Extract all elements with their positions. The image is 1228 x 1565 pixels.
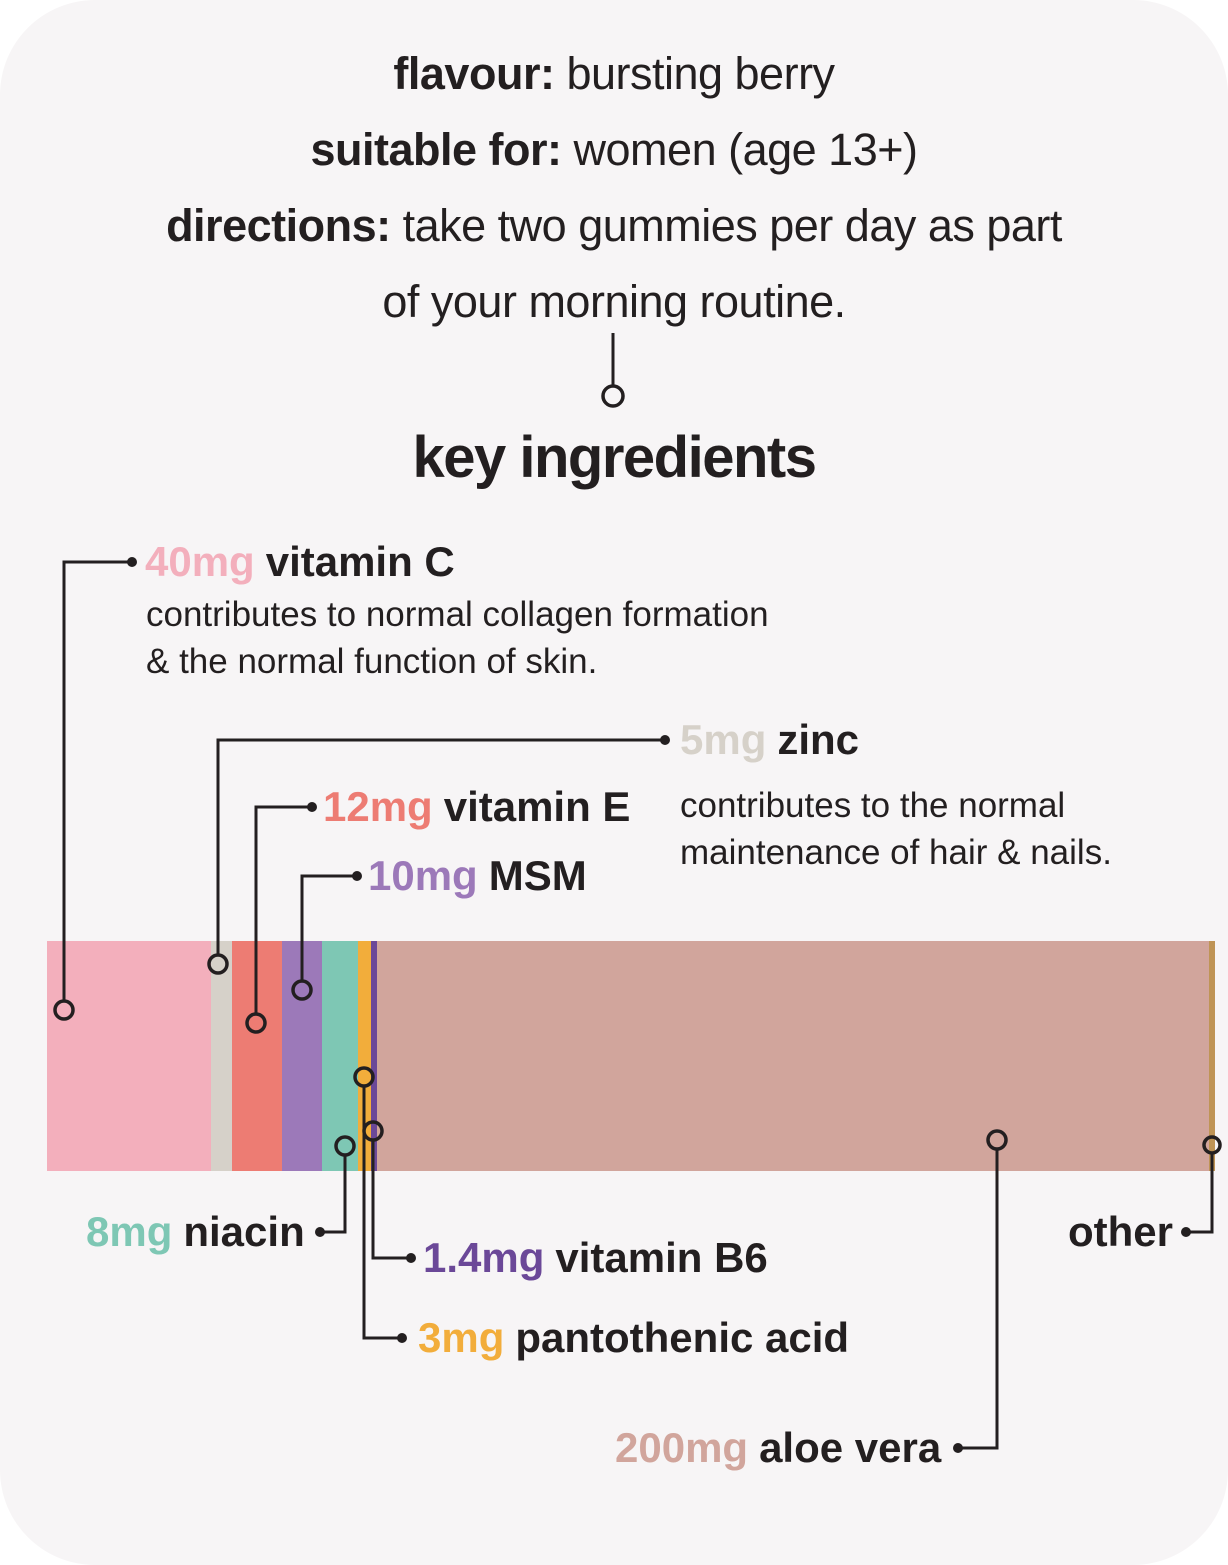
info-value-directions-2: of your morning routine. <box>382 276 846 327</box>
pantothenic-acid-connector <box>353 1066 407 1343</box>
desc-vitamin-c-line2: & the normal function of skin. <box>146 642 598 681</box>
bar-segment-pantothenic-acid <box>358 941 371 1171</box>
msm-connector <box>291 871 362 1001</box>
info-label-directions: directions: <box>166 200 391 251</box>
desc-vitamin-c-line1: contributes to normal collagen formation <box>146 595 769 634</box>
name-vitamin-c: vitamin C <box>265 538 455 585</box>
amount-zinc: 5mg <box>680 716 767 763</box>
callout-vitamin-c: 40mg vitamin C <box>145 541 455 583</box>
amount-niacin: 8mg <box>86 1208 173 1255</box>
vitamin-c-connector <box>53 557 137 1021</box>
name-vitamin-b6: vitamin B6 <box>555 1234 768 1281</box>
amount-vitamin-e: 12mg <box>323 783 433 830</box>
info-line-directions-2: of your morning routine. <box>0 264 1228 340</box>
name-msm: MSM <box>488 852 587 899</box>
ingredients-stacked-bar <box>47 941 1215 1171</box>
heading-pointer-line <box>601 333 625 408</box>
bar-segment-vitamin-b6 <box>371 941 377 1171</box>
amount-vitamin-c: 40mg <box>145 538 255 585</box>
callout-msm: 10mg MSM <box>368 855 587 897</box>
callout-vitamin-e: 12mg vitamin E <box>323 786 630 828</box>
name-other: other <box>1068 1208 1173 1255</box>
bar-segment-other <box>1209 941 1215 1171</box>
callout-pantothenic-acid: 3mg pantothenic acid <box>418 1317 849 1359</box>
name-pantothenic-acid: pantothenic acid <box>515 1314 850 1361</box>
desc-zinc-line1: contributes to the normal <box>680 786 1066 825</box>
name-zinc: zinc <box>777 716 860 763</box>
callout-other: other <box>1068 1211 1173 1253</box>
bar-segment-niacin <box>322 941 358 1171</box>
info-label-suitable-for: suitable for: <box>310 124 563 175</box>
other-connector <box>1181 1135 1222 1237</box>
vitamin-e-connector <box>245 802 317 1034</box>
desc-vitamin-c: contributes to normal collagen formation… <box>146 591 769 685</box>
name-niacin: niacin <box>183 1208 305 1255</box>
name-vitamin-e: vitamin E <box>443 783 631 830</box>
section-title: key ingredients <box>412 425 817 490</box>
info-line-directions: directions: take two gummies per day as … <box>0 188 1228 264</box>
zinc-connector <box>207 735 670 975</box>
info-value-flavour: bursting berry <box>554 48 835 99</box>
callout-aloe-vera: 200mg aloe vera <box>615 1427 941 1469</box>
niacin-connector <box>315 1135 356 1237</box>
amount-pantothenic-acid: 3mg <box>418 1314 505 1361</box>
info-value-suitable-for: women (age 13+) <box>561 124 918 175</box>
desc-zinc: contributes to the normal maintenance of… <box>680 782 1112 876</box>
bar-segment-vitamin-c <box>47 941 211 1171</box>
amount-vitamin-b6: 1.4mg <box>423 1234 545 1281</box>
info-value-directions: take two gummies per day as part <box>390 200 1063 251</box>
callout-niacin: 8mg niacin <box>86 1211 305 1253</box>
info-label-flavour: flavour: <box>393 48 555 99</box>
bar-segment-zinc <box>211 941 232 1171</box>
info-line-suitable-for: suitable for: women (age 13+) <box>0 112 1228 188</box>
desc-zinc-line2: maintenance of hair & nails. <box>680 833 1112 872</box>
info-line-flavour: flavour: bursting berry <box>0 36 1228 112</box>
bar-segment-aloe-vera <box>376 941 1209 1171</box>
name-aloe-vera: aloe vera <box>759 1424 942 1471</box>
product-info: flavour: bursting berry suitable for: wo… <box>0 36 1228 340</box>
amount-aloe-vera: 200mg <box>615 1424 749 1471</box>
amount-msm: 10mg <box>368 852 478 899</box>
callout-vitamin-b6: 1.4mg vitamin B6 <box>423 1237 768 1279</box>
callout-zinc: 5mg zinc <box>680 719 859 761</box>
vitamin-b6-connector <box>362 1120 416 1263</box>
aloe-vera-connector <box>953 1129 1008 1453</box>
